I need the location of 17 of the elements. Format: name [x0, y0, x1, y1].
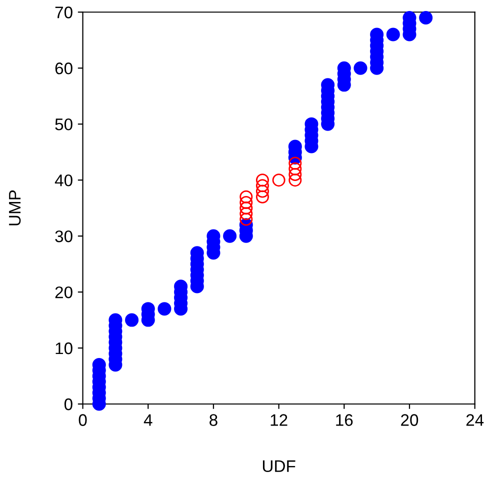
y-tick-label: 0 [64, 398, 72, 410]
x-tick-label: 4 [144, 414, 152, 426]
x-tick-label: 20 [401, 414, 418, 426]
x-tick-label: 16 [336, 414, 353, 426]
x-tick-label: 12 [270, 414, 288, 426]
x-axis-title: UDF [262, 460, 296, 472]
y-tick-label: 50 [55, 118, 72, 130]
y-tick-label: 30 [55, 230, 72, 242]
x-tick-label: 8 [210, 414, 218, 426]
y-axis-title: UMP [9, 190, 21, 226]
x-tick-label: 24 [466, 414, 484, 426]
x-tick-label: 0 [78, 414, 87, 426]
y-tick-label: 60 [55, 62, 72, 74]
y-tick-label: 10 [56, 342, 72, 354]
y-tick-label: 70 [55, 6, 72, 18]
y-tick-label: 20 [55, 286, 72, 298]
y-tick-label: 40 [54, 174, 72, 186]
